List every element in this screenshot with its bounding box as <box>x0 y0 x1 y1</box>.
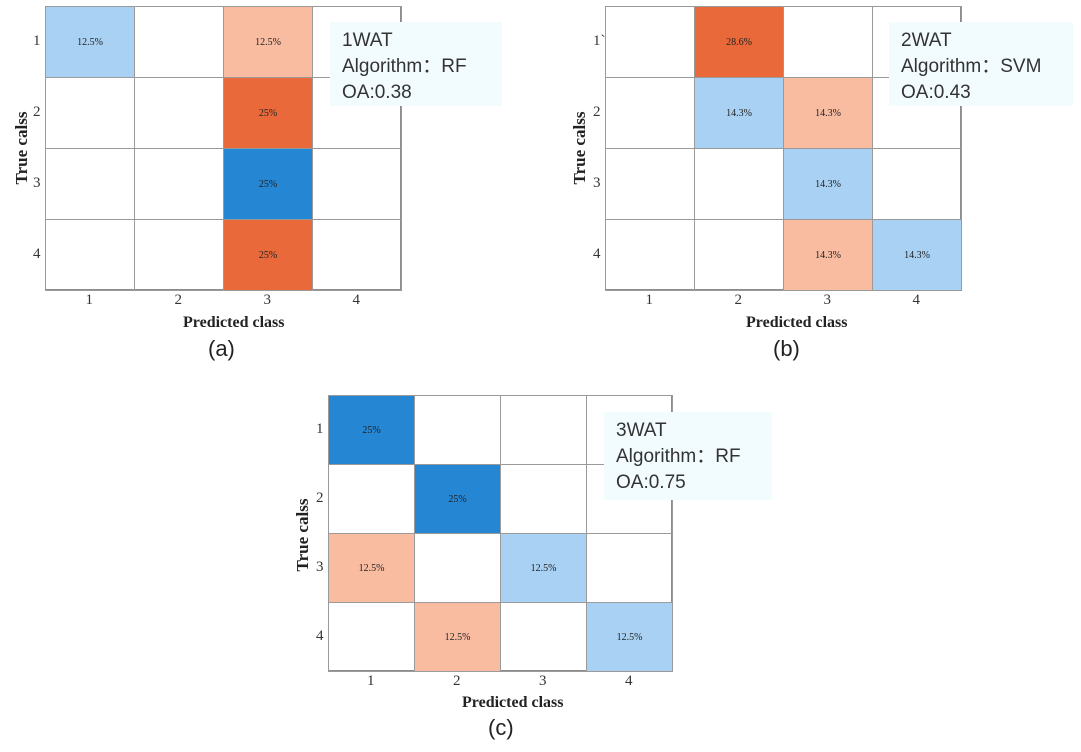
x-tick-c-4: 4 <box>625 673 633 689</box>
cell-a-r4-c3: 25% <box>223 219 313 291</box>
x-tick-b-3: 3 <box>823 292 832 308</box>
cell-a-r1-c1: 12.5% <box>45 6 135 78</box>
cell-c-r3-c3: 12.5% <box>500 533 587 603</box>
info-algorithm-a: Algorithm：RF <box>342 56 467 77</box>
x-tick-b-4: 4 <box>912 292 921 308</box>
empty-cell-a-r2-c1 <box>45 77 135 149</box>
cell-b-r4-c3: 14.3% <box>783 219 873 291</box>
empty-cell-c-r3-c4 <box>586 533 673 603</box>
y-tick-a-3: 3 <box>33 174 41 191</box>
cell-c-r4-c2: 12.5% <box>414 602 501 672</box>
empty-cell-a-r4-c2 <box>134 219 224 291</box>
cell-c-r1-c1: 25% <box>328 395 415 465</box>
empty-cell-b-r1-c3 <box>783 6 873 78</box>
empty-cell-a-r4-c1 <box>45 219 135 291</box>
matrix-grid-c: 25% 25% 12.5% 12.5% 12.5% 12.5% <box>328 395 673 672</box>
info-box-b: 2WAT Algorithm：SVM OA:0.43 <box>889 22 1073 106</box>
y-axis-label-c: True calss <box>293 498 312 572</box>
x-axis-label-c: Predicted class <box>462 694 564 711</box>
y-tick-b-2: 2 <box>593 103 601 120</box>
y-tick-b-3: 3 <box>593 174 601 191</box>
info-box-a: 1WAT Algorithm：RF OA:0.38 <box>330 22 502 106</box>
info-oa-b: OA:0.43 <box>901 82 971 103</box>
x-tick-b-2: 2 <box>734 292 743 308</box>
x-tick-b-1: 1 <box>645 292 654 308</box>
x-tick-c-3: 3 <box>539 673 547 689</box>
panel-caption-c: (c) <box>488 715 514 740</box>
y-tick-c-2: 2 <box>316 489 324 506</box>
empty-cell-b-r1-c1 <box>605 6 695 78</box>
empty-cell-b-r3-c4 <box>872 148 962 220</box>
cell-b-r1-c2: 28.6% <box>694 6 784 78</box>
empty-cell-c-r1-c3 <box>500 395 587 465</box>
info-oa-a: OA:0.38 <box>342 82 412 103</box>
y-tick-c-3: 3 <box>316 558 324 575</box>
info-title-a: 1WAT <box>342 30 393 51</box>
empty-cell-a-r4-c4 <box>312 219 402 291</box>
info-algorithm-b: Algorithm：SVM <box>901 56 1042 77</box>
empty-cell-c-r3-c2 <box>414 533 501 603</box>
empty-cell-c-r2-c1 <box>328 464 415 534</box>
cell-b-r4-c4: 14.3% <box>872 219 962 291</box>
cell-a-r3-c3: 25% <box>223 148 313 220</box>
y-tick-b-1: 1` <box>593 32 606 49</box>
y-tick-a-2: 2 <box>33 103 41 120</box>
empty-cell-c-r1-c2 <box>414 395 501 465</box>
empty-cell-b-r4-c2 <box>694 219 784 291</box>
x-tick-a-3: 3 <box>263 292 272 308</box>
x-tick-c-2: 2 <box>453 673 461 689</box>
y-tick-a-4: 4 <box>33 245 41 262</box>
info-algorithm-c: Algorithm：RF <box>616 446 741 467</box>
empty-cell-c-r4-c3 <box>500 602 587 672</box>
empty-cell-a-r1-c2 <box>134 6 224 78</box>
cell-b-r3-c3: 14.3% <box>783 148 873 220</box>
y-tick-a-1: 1 <box>33 32 41 49</box>
info-oa-c: OA:0.75 <box>616 472 686 493</box>
info-box-c: 3WAT Algorithm：RF OA:0.75 <box>604 412 772 500</box>
matrix-grid-b: 28.6% 14.3% 14.3% 14.3% 14.3% 14.3% <box>605 6 962 291</box>
x-tick-a-4: 4 <box>352 292 361 308</box>
cell-b-r2-c3: 14.3% <box>783 77 873 149</box>
empty-cell-b-r3-c2 <box>694 148 784 220</box>
x-axis-label-a: Predicted class <box>183 314 285 331</box>
cell-b-r2-c2: 14.3% <box>694 77 784 149</box>
x-tick-a-1: 1 <box>85 292 94 308</box>
cell-c-r2-c2: 25% <box>414 464 501 534</box>
info-title-c: 3WAT <box>616 420 667 441</box>
cell-a-r2-c3: 25% <box>223 77 313 149</box>
y-axis-label-b: True calss <box>570 111 589 185</box>
cell-c-r4-c4: 12.5% <box>586 602 673 672</box>
empty-cell-b-r3-c1 <box>605 148 695 220</box>
cell-a-r1-c3: 12.5% <box>223 6 313 78</box>
empty-cell-a-r3-c2 <box>134 148 224 220</box>
empty-cell-a-r2-c2 <box>134 77 224 149</box>
panel-caption-b: (b) <box>773 336 800 361</box>
x-tick-c-1: 1 <box>367 673 375 689</box>
x-tick-a-2: 2 <box>174 292 183 308</box>
x-axis-label-b: Predicted class <box>746 314 848 331</box>
y-tick-c-1: 1 <box>316 420 324 437</box>
cell-c-r3-c1: 12.5% <box>328 533 415 603</box>
info-title-b: 2WAT <box>901 30 952 51</box>
empty-cell-a-r3-c1 <box>45 148 135 220</box>
y-axis-label-a: True calss <box>12 111 31 185</box>
y-tick-c-4: 4 <box>316 627 324 644</box>
empty-cell-b-r4-c1 <box>605 219 695 291</box>
y-tick-b-4: 4 <box>593 245 601 262</box>
empty-cell-c-r4-c1 <box>328 602 415 672</box>
empty-cell-a-r3-c4 <box>312 148 402 220</box>
panel-caption-a: (a) <box>208 336 235 361</box>
empty-cell-c-r2-c3 <box>500 464 587 534</box>
empty-cell-b-r2-c1 <box>605 77 695 149</box>
